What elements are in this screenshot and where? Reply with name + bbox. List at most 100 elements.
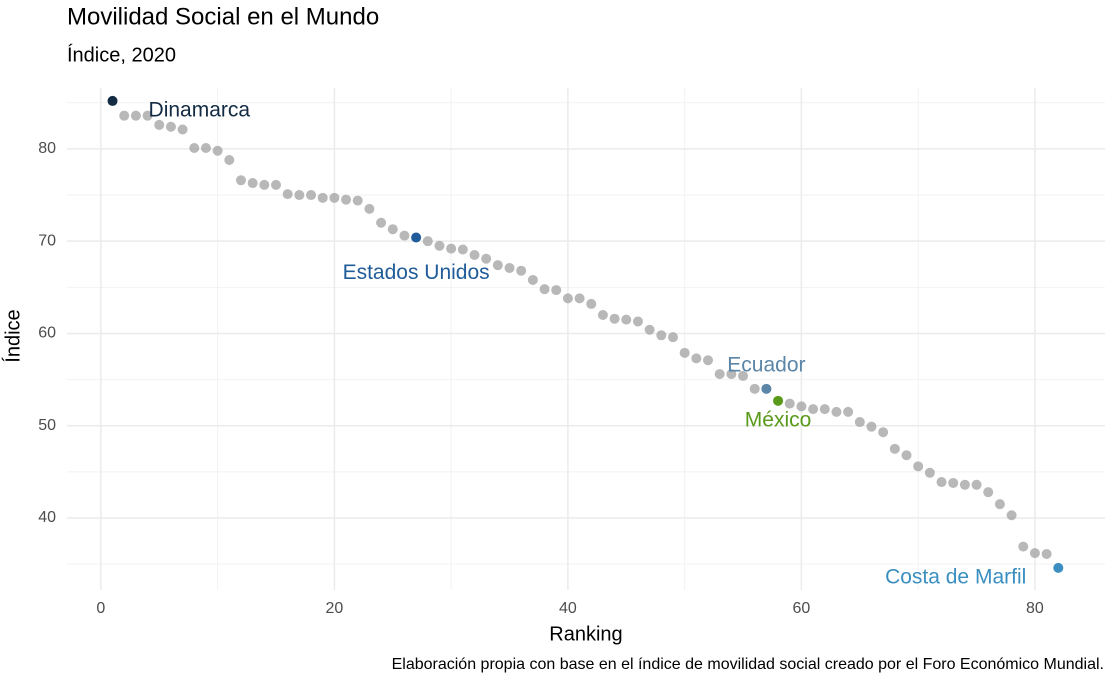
point xyxy=(200,142,211,153)
point-annotation: Dinamarca xyxy=(149,98,251,121)
point xyxy=(854,417,865,428)
point xyxy=(901,450,912,461)
y-tick-label: 70 xyxy=(38,232,56,249)
point xyxy=(586,298,597,309)
point xyxy=(212,145,223,156)
point xyxy=(562,293,573,304)
point xyxy=(738,370,749,381)
point xyxy=(399,230,410,241)
point-annotation: México xyxy=(745,408,812,431)
point xyxy=(271,179,282,190)
point xyxy=(913,461,924,472)
y-axis-label: Índice xyxy=(1,309,24,362)
point-annotation: Costa de Marfil xyxy=(885,565,1026,588)
point xyxy=(247,178,258,189)
x-tick-label: 80 xyxy=(1026,600,1044,617)
point xyxy=(632,316,643,327)
point xyxy=(1041,549,1052,560)
point xyxy=(411,232,422,243)
point xyxy=(119,110,130,121)
point xyxy=(749,383,760,394)
point xyxy=(457,244,468,255)
point xyxy=(364,203,375,214)
point xyxy=(154,119,165,130)
point xyxy=(224,154,235,165)
point xyxy=(819,404,830,415)
point xyxy=(878,427,889,438)
point xyxy=(492,260,503,271)
point xyxy=(714,369,725,380)
point xyxy=(773,395,784,406)
point xyxy=(1053,562,1064,573)
point xyxy=(726,369,737,380)
point xyxy=(866,421,877,432)
point xyxy=(959,479,970,490)
point xyxy=(551,285,562,296)
point xyxy=(282,189,293,200)
y-tick-label: 80 xyxy=(38,140,56,157)
point xyxy=(504,262,515,273)
point xyxy=(644,324,655,335)
point xyxy=(983,487,994,498)
y-tick-label: 50 xyxy=(38,417,56,434)
point xyxy=(329,192,340,203)
point xyxy=(352,195,363,206)
point xyxy=(306,190,317,201)
point xyxy=(691,353,702,364)
point xyxy=(527,274,538,285)
point xyxy=(761,383,772,394)
point xyxy=(341,194,352,205)
point xyxy=(936,477,947,488)
point xyxy=(446,243,457,254)
point xyxy=(1006,510,1017,521)
point xyxy=(808,404,819,415)
point xyxy=(796,401,807,412)
point xyxy=(609,313,620,324)
x-tick-label: 40 xyxy=(559,600,577,617)
point-annotation: Ecuador xyxy=(727,353,805,376)
x-tick-label: 0 xyxy=(96,600,105,617)
y-tick-label: 40 xyxy=(38,509,56,526)
x-axis-label: Ranking xyxy=(549,623,622,645)
point xyxy=(924,467,935,478)
point xyxy=(317,192,328,203)
point xyxy=(481,253,492,264)
x-tick-label: 20 xyxy=(325,600,343,617)
point xyxy=(177,124,188,135)
point xyxy=(574,293,585,304)
point xyxy=(994,499,1005,510)
point xyxy=(597,310,608,321)
chart-title: Movilidad Social en el Mundo xyxy=(67,3,379,30)
chart-subtitle: Índice, 2020 xyxy=(67,43,176,66)
point xyxy=(376,217,387,228)
point xyxy=(422,236,433,247)
point xyxy=(1029,548,1040,559)
point xyxy=(165,121,176,132)
point xyxy=(107,95,118,106)
point xyxy=(971,479,982,490)
point xyxy=(656,330,667,341)
y-tick-label: 60 xyxy=(38,325,56,342)
point xyxy=(784,398,795,409)
point xyxy=(703,355,714,366)
point-annotation: Estados Unidos xyxy=(343,261,490,284)
x-tick-label: 60 xyxy=(793,600,811,617)
point xyxy=(679,347,690,358)
point xyxy=(539,284,550,295)
point xyxy=(294,190,305,201)
point xyxy=(516,265,527,276)
caption: Elaboración propia con base en el índice… xyxy=(392,656,1104,673)
point xyxy=(667,332,678,343)
point xyxy=(621,314,632,325)
point xyxy=(469,250,480,261)
point xyxy=(948,477,959,488)
point xyxy=(235,175,246,186)
point xyxy=(387,224,398,235)
point xyxy=(130,110,141,121)
point xyxy=(843,406,854,417)
point xyxy=(1018,541,1029,552)
point xyxy=(434,240,445,251)
point xyxy=(889,443,900,454)
